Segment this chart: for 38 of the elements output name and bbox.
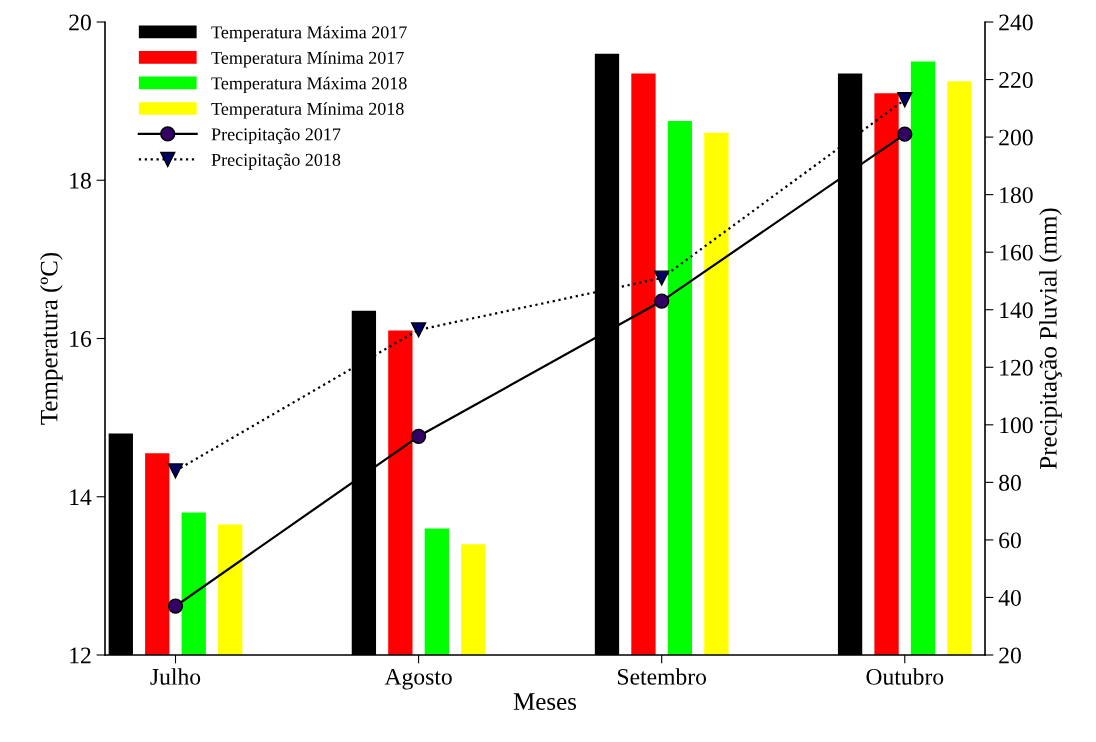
legend-label: Temperatura Máxima 2017 (211, 25, 407, 43)
x-tick-label: Setembro (618, 668, 707, 685)
y-tick-label: 16 (70, 331, 92, 347)
point (410, 428, 427, 444)
y2-tick-label: 140 (1000, 302, 1033, 319)
y2-tick-label: 100 (1000, 417, 1033, 434)
point (167, 463, 184, 479)
y-tick-label: 14 (70, 489, 92, 505)
point (410, 322, 427, 338)
y2-tick-label: 80 (999, 474, 1021, 491)
y-axis-title: Temperatura (ºC) (39, 252, 63, 425)
point (654, 293, 670, 309)
point (897, 126, 913, 142)
x-tick-label: Julho (150, 668, 201, 685)
legend-label: Precipitação 2017 (211, 128, 341, 145)
y2-tick-label: 40 (998, 589, 1021, 606)
y2-tick-label: 180 (1000, 187, 1033, 204)
legend-label: Temperatura Mínima 2017 (211, 51, 404, 68)
y2-tick-label: 120 (1000, 359, 1033, 376)
y2-tick-label: 200 (999, 129, 1033, 146)
x-tick-label: Outubro (866, 668, 944, 685)
point (167, 598, 184, 614)
y2-tick-label: 160 (1000, 244, 1033, 261)
legend-label: Temperatura Mínima 2018 (211, 102, 404, 119)
y-tick-label: 20 (69, 14, 91, 31)
x-axis-title: Meses (513, 693, 577, 710)
legend-label: Precipitação 2018 (211, 153, 341, 170)
y2-tick-label: 240 (999, 14, 1033, 31)
y2-tick-label: 60 (999, 532, 1021, 549)
y2-axis-title: Precipitação Pluvial (mm) (1039, 208, 1062, 469)
y-tick-label: 12 (70, 647, 91, 664)
point (897, 92, 913, 108)
y-tick-label: 18 (70, 172, 91, 189)
y2-tick-label: 220 (999, 72, 1033, 88)
point (654, 270, 670, 286)
legend-label: Temperatura Máxima 2018 (211, 76, 407, 94)
x-tick-label: Agosto (384, 668, 452, 690)
y2-tick-label: 20 (999, 647, 1021, 664)
